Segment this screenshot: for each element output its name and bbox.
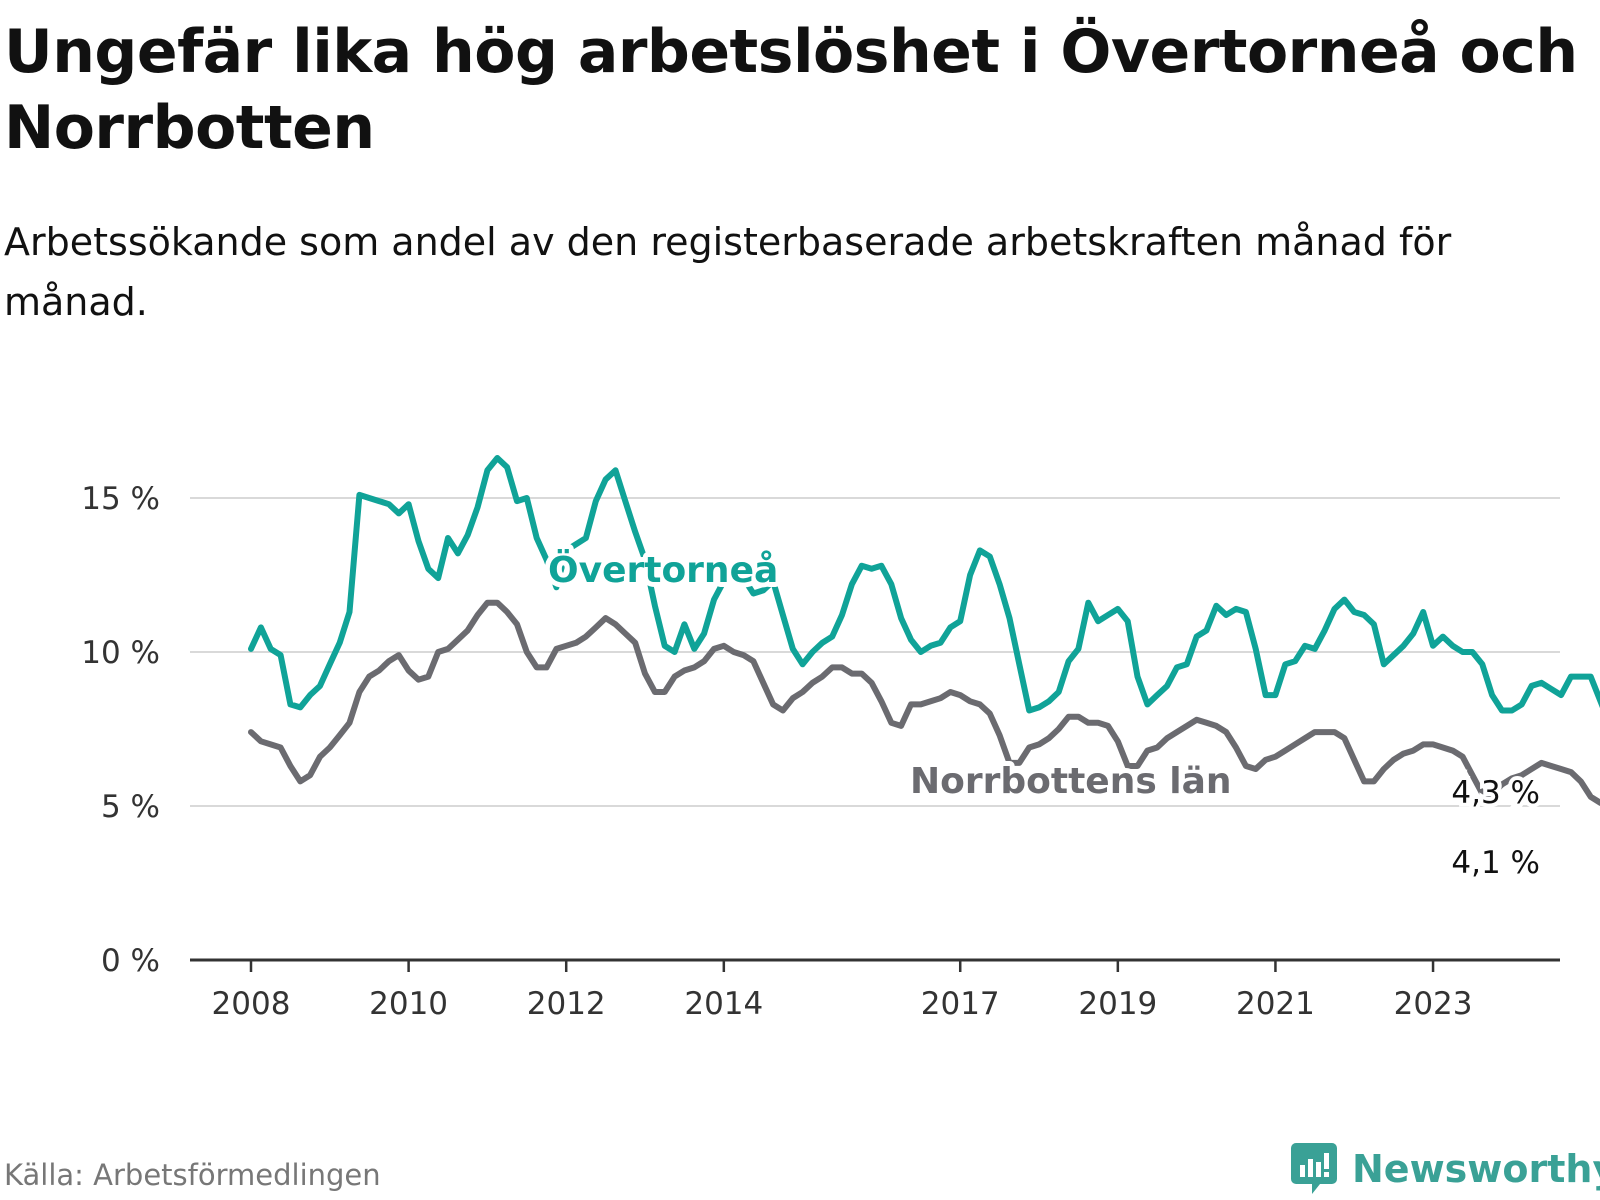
x-tick-label: 2023 <box>1394 986 1473 1022</box>
series-lines <box>248 455 1600 806</box>
series-label-overtornea: Övertorneå <box>548 549 778 591</box>
x-tick-label: 2008 <box>212 986 291 1022</box>
x-tick-label: 2012 <box>527 986 606 1022</box>
end-label-norrbotten: 4,1 % <box>1451 845 1540 881</box>
series-line-overtornea <box>248 455 1600 714</box>
gridlines <box>190 497 1560 807</box>
x-tick-label: 2017 <box>921 986 1000 1022</box>
x-tick-label: 2010 <box>369 986 448 1022</box>
y-axis-labels: 0 % 5 % 10 % 15 % <box>81 481 160 979</box>
series-label-norrbotten: Norrbottens län <box>910 761 1232 802</box>
y-tick-label: 10 % <box>81 635 160 671</box>
y-tick-label: 0 % <box>101 943 160 979</box>
newsworthy-logo-icon <box>1291 1143 1337 1194</box>
series-line-norrbotten <box>248 599 1600 806</box>
end-label-overtornea: 4,3 % <box>1451 775 1540 811</box>
x-tick-label: 2019 <box>1078 986 1157 1022</box>
x-axis: 2008 2010 2012 2014 2017 2019 2021 2023 <box>190 958 1560 1022</box>
brand-name: Newsworthy <box>1352 1147 1600 1191</box>
y-tick-label: 15 % <box>81 481 160 517</box>
series-labels: Övertorneå Norrbottens län 4,3 % 4,1 % <box>543 544 1544 885</box>
chart-title: Ungefär lika hög arbetslöshet i Övertorn… <box>4 17 1578 163</box>
line-chart: 0 %5 %10 %15 % 2008 2010 2012 2014 2017 2019 2… <box>81 455 1600 1022</box>
x-tick-label: 2014 <box>684 986 763 1022</box>
brand-logo: Newsworthy <box>1290 1143 1600 1195</box>
y-tick-label: 5 % <box>101 789 160 825</box>
chart-subtitle: Arbetssökande som andel av den registerb… <box>4 220 1452 324</box>
x-tick-label: 2021 <box>1236 986 1315 1022</box>
source-note: Källa: Arbetsförmedlingen <box>4 1158 381 1192</box>
